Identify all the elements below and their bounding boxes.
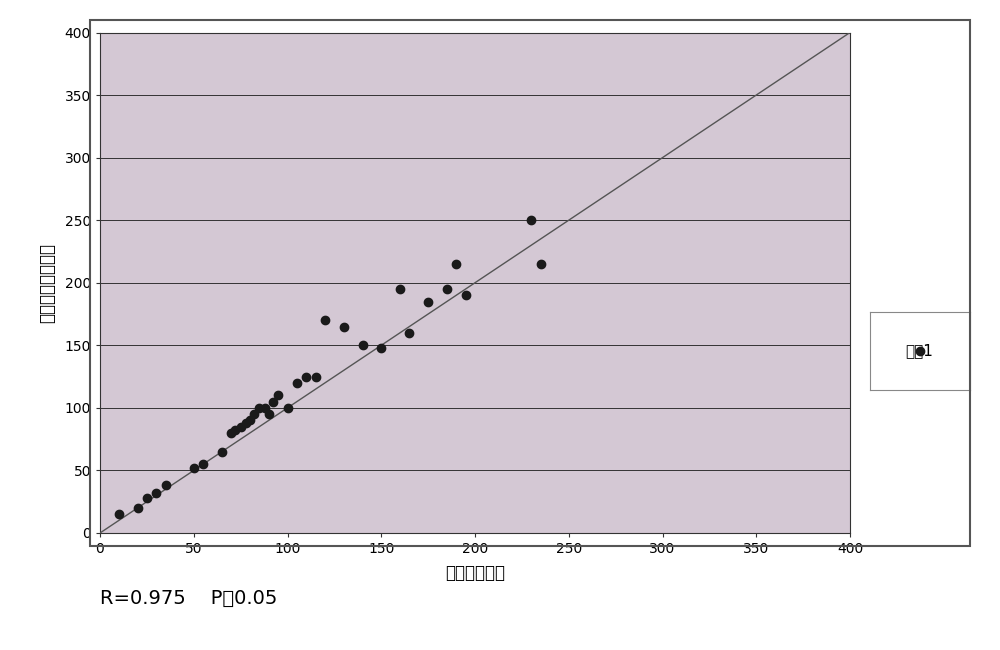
系列1: [523, 215, 539, 226]
系列1: [111, 509, 127, 519]
X-axis label: 本发明试剂盒: 本发明试剂盒: [445, 564, 505, 582]
系列1: [158, 480, 174, 491]
系列1: [148, 488, 164, 498]
系列1: [458, 290, 474, 300]
系列1: [308, 371, 324, 382]
系列1: [242, 415, 258, 426]
系列1: [270, 390, 286, 400]
Text: R=0.975    P＜0.05: R=0.975 P＜0.05: [100, 588, 277, 608]
系列1: [420, 296, 436, 307]
系列1: [533, 259, 549, 269]
系列1: [354, 340, 370, 350]
系列1: [261, 409, 277, 419]
系列1: [139, 493, 155, 503]
系列1: [448, 259, 464, 269]
系列1: [195, 459, 211, 469]
系列1: [264, 396, 280, 407]
系列1: [186, 463, 202, 473]
系列1: [373, 343, 389, 353]
系列1: [298, 371, 314, 382]
系列1: [246, 409, 262, 419]
系列1: [227, 425, 243, 436]
Point: [912, 346, 928, 356]
系列1: [289, 378, 305, 388]
系列1: [233, 421, 249, 432]
系列1: [130, 503, 146, 514]
Text: 系列1: 系列1: [905, 343, 933, 359]
系列1: [392, 284, 408, 294]
系列1: [317, 315, 333, 326]
系列1: [257, 402, 273, 413]
系列1: [223, 428, 239, 438]
系列1: [280, 402, 296, 413]
系列1: [238, 418, 254, 428]
系列1: [251, 402, 267, 413]
系列1: [214, 447, 230, 457]
系列1: [439, 284, 455, 294]
Y-axis label: 深圳新产业试剂盒: 深圳新产业试剂盒: [38, 242, 56, 323]
系列1: [401, 328, 417, 338]
系列1: [336, 321, 352, 332]
